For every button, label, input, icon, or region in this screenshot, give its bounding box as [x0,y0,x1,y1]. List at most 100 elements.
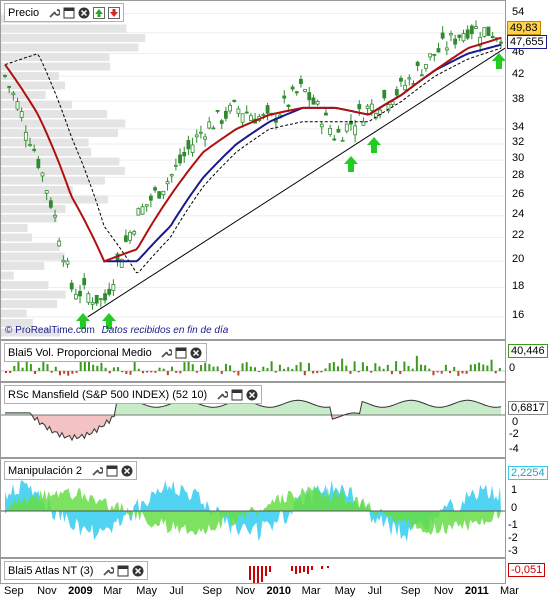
mansfield-negative-area [5,415,501,441]
volume-bar [382,368,385,371]
price-tick: 20 [512,253,525,266]
volume-chart[interactable] [1,341,506,382]
x-axis-label: 2011 [464,585,489,597]
price-tick: 38 [512,93,525,106]
manipulation-panel: Manipulación 2 [0,458,506,558]
candle-body [432,53,437,56]
candle-body [153,187,157,191]
volume-profile-bar [1,100,72,109]
volume-profile-bar [1,157,120,166]
volume-bar [137,368,140,371]
green-arrow-icon [367,137,381,153]
volume-bar [337,366,339,371]
manipulation-chart[interactable] [1,459,506,558]
mansfield-last-value: 0,6817 [508,401,548,415]
volume-bar [171,366,173,371]
close-icon[interactable] [120,464,133,477]
arrow-shape [344,156,358,172]
wrench-icon[interactable] [47,6,60,19]
atlas-chart[interactable] [1,559,506,584]
candle-body [219,120,224,124]
volume-bar [303,371,306,376]
candle-body [444,47,449,51]
volume-bar [34,371,37,374]
window-icon[interactable] [105,464,118,477]
x-axis-label: May [334,585,356,597]
volume-bar [162,368,165,371]
candle-body [69,282,74,290]
volume-profile-bar [1,43,139,52]
volume-bar [316,371,319,374]
window-icon[interactable] [230,388,243,401]
volume-bar [58,371,61,376]
mansfield-tick: -4 [509,443,519,455]
close-icon[interactable] [245,388,258,401]
candle-body [244,111,249,114]
volume-bar [482,364,485,371]
volume-y-axis: 40,446 0 [506,340,553,382]
volume-panel: Blai5 Vol. Proporcional Medio [0,340,506,382]
candle-body [78,290,82,297]
volume-bar [216,366,219,371]
volume-bar [332,362,335,371]
close-icon[interactable] [190,346,203,359]
manipulation-last-value: 2,2254 [508,466,548,480]
volume-bar [75,371,78,373]
volume-profile-bar [1,233,33,242]
volume-bar [494,371,497,374]
volume-bar [420,364,422,371]
atlas-panel: Blai5 Atlas NT (3) [0,558,506,584]
wrench-icon[interactable] [90,464,103,477]
volume-bar [291,368,294,371]
wrench-icon[interactable] [160,346,173,359]
x-axis: Sep Nov 2009 Mar May Jul Sep Nov 2010 Mar May Jul Se… [0,584,519,600]
manipulation-tick: -2 [508,532,518,544]
price-chart[interactable] [1,1,506,340]
volume-bar [320,371,323,373]
volume-profile-bar [1,243,60,251]
arrow-shape [76,313,90,329]
candle-body [144,204,149,207]
candle-body [286,104,291,108]
candle-body [419,74,424,77]
up-icon[interactable] [92,6,105,19]
close-icon[interactable] [131,564,144,577]
window-icon[interactable] [62,6,75,19]
volume-bar [278,364,281,371]
candle-body [111,284,116,292]
candle-body [461,33,466,42]
window-icon[interactable] [175,346,188,359]
volume-profile-bar [1,271,14,280]
arrow-shape [102,313,116,329]
x-axis-label: Sep [202,585,222,597]
volume-bar [249,366,252,371]
volume-profile-bar [1,129,119,137]
mansfield-panel: RSc Mansfield (S&P 500 INDEX) (52 10) [0,382,506,458]
candle-body [319,123,324,128]
volume-profile-bar [1,300,58,308]
candle-body [228,104,232,112]
x-axis-label: Sep [4,585,24,597]
candle-body [190,144,195,153]
volume-profile-bar [1,290,66,299]
wrench-icon[interactable] [101,564,114,577]
candles [3,20,503,310]
candle-body [299,78,303,84]
manipulation-toolbar: Manipulación 2 [4,461,137,480]
candle-body [240,113,245,123]
volume-bar [345,365,348,371]
price-tick: 30 [512,152,525,165]
window-icon[interactable] [116,564,129,577]
volume-bar [428,368,431,371]
price-tick: 28 [512,169,525,182]
candle-body [148,195,153,201]
volume-profile-bar [1,91,46,99]
wrench-icon[interactable] [215,388,228,401]
volume-bar [179,371,182,374]
close-icon[interactable] [77,6,90,19]
atlas-bar [265,566,267,576]
x-axis-label: Nov [235,585,256,597]
down-icon[interactable] [107,6,120,19]
candle-body [386,104,391,112]
price-tick: 54 [512,5,525,18]
